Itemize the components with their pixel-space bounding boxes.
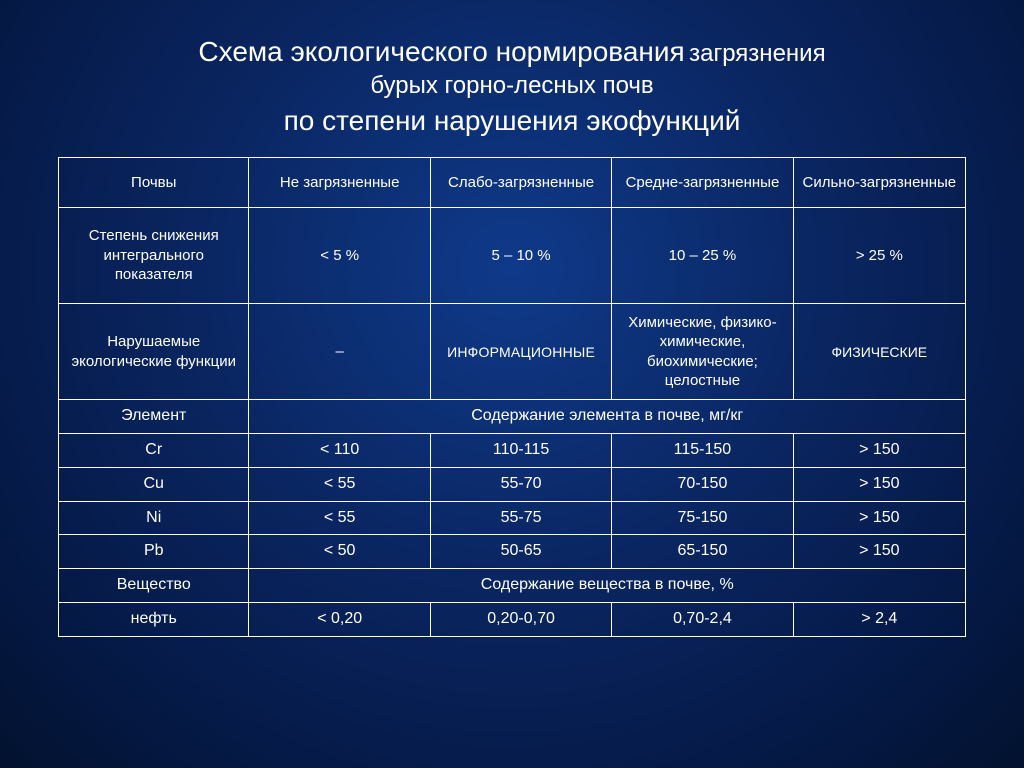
row-section-element: Элемент Содержание элемента в почве, мг/…	[59, 400, 966, 434]
norm-table: Почвы Не загрязненные Слабо-загрязненные…	[58, 157, 966, 637]
element-c2: 55-75	[430, 501, 611, 535]
element-c4: > 150	[793, 467, 965, 501]
row-functions-c3: Химические, физико-химические, биохимиче…	[612, 304, 793, 400]
row-functions: Нарушаемые экологические функции – Инфор…	[59, 304, 966, 400]
row-integral-index-c4: > 25 %	[793, 208, 965, 304]
element-c1: < 110	[249, 433, 430, 467]
title-line-1: Схема экологического нормирования загряз…	[58, 34, 966, 70]
slide-title: Схема экологического нормирования загряз…	[58, 34, 966, 139]
element-name: Cu	[59, 467, 249, 501]
section-substance-label: Вещество	[59, 569, 249, 603]
element-c3: 75-150	[612, 501, 793, 535]
substance-name: нефть	[59, 602, 249, 636]
section-element-span: Содержание элемента в почве, мг/кг	[249, 400, 966, 434]
row-integral-index-c3: 10 – 25 %	[612, 208, 793, 304]
element-c4: > 150	[793, 433, 965, 467]
header-col-soils: Почвы	[59, 158, 249, 208]
table-row: Cr < 110 110-115 115-150 > 150	[59, 433, 966, 467]
substance-c3: 0,70-2,4	[612, 602, 793, 636]
substance-c1: < 0,20	[249, 602, 430, 636]
element-c3: 70-150	[612, 467, 793, 501]
row-integral-index-c1: < 5 %	[249, 208, 430, 304]
element-c3: 65-150	[612, 535, 793, 569]
row-functions-c1: –	[249, 304, 430, 400]
row-integral-index-label: Степень снижения интегрального показател…	[59, 208, 249, 304]
title-line-1-sub: загрязнения	[689, 40, 825, 67]
header-col-weak: Слабо-загрязненные	[430, 158, 611, 208]
row-functions-label: Нарушаемые экологические функции	[59, 304, 249, 400]
substance-c4: > 2,4	[793, 602, 965, 636]
element-name: Ni	[59, 501, 249, 535]
element-c4: > 150	[793, 501, 965, 535]
element-c4: > 150	[793, 535, 965, 569]
row-section-substance: Вещество Содержание вещества в почве, %	[59, 569, 966, 603]
table-row: Cu < 55 55-70 70-150 > 150	[59, 467, 966, 501]
row-integral-index: Степень снижения интегрального показател…	[59, 208, 966, 304]
element-c2: 55-70	[430, 467, 611, 501]
title-line-2: бурых горно-лесных почв	[58, 70, 966, 102]
element-c1: < 55	[249, 467, 430, 501]
element-c2: 110-115	[430, 433, 611, 467]
element-c1: < 50	[249, 535, 430, 569]
element-name: Pb	[59, 535, 249, 569]
section-element-label: Элемент	[59, 400, 249, 434]
table-header-row: Почвы Не загрязненные Слабо-загрязненные…	[59, 158, 966, 208]
row-functions-c2: Информационные	[430, 304, 611, 400]
table-row: Ni < 55 55-75 75-150 > 150	[59, 501, 966, 535]
header-col-clean: Не загрязненные	[249, 158, 430, 208]
element-c1: < 55	[249, 501, 430, 535]
element-name: Cr	[59, 433, 249, 467]
slide: Схема экологического нормирования загряз…	[0, 0, 1024, 768]
element-c2: 50-65	[430, 535, 611, 569]
row-integral-index-c2: 5 – 10 %	[430, 208, 611, 304]
title-line-3: по степени нарушения экофункций	[58, 103, 966, 139]
title-line-1-strong: Схема экологического нормирования	[198, 36, 684, 67]
element-c3: 115-150	[612, 433, 793, 467]
section-substance-span: Содержание вещества в почве, %	[249, 569, 966, 603]
header-col-strong: Сильно-загрязненные	[793, 158, 965, 208]
row-functions-c4: Физические	[793, 304, 965, 400]
header-col-mid: Средне-загрязненные	[612, 158, 793, 208]
table-row: Pb < 50 50-65 65-150 > 150	[59, 535, 966, 569]
table-row: нефть < 0,20 0,20-0,70 0,70-2,4 > 2,4	[59, 602, 966, 636]
substance-c2: 0,20-0,70	[430, 602, 611, 636]
